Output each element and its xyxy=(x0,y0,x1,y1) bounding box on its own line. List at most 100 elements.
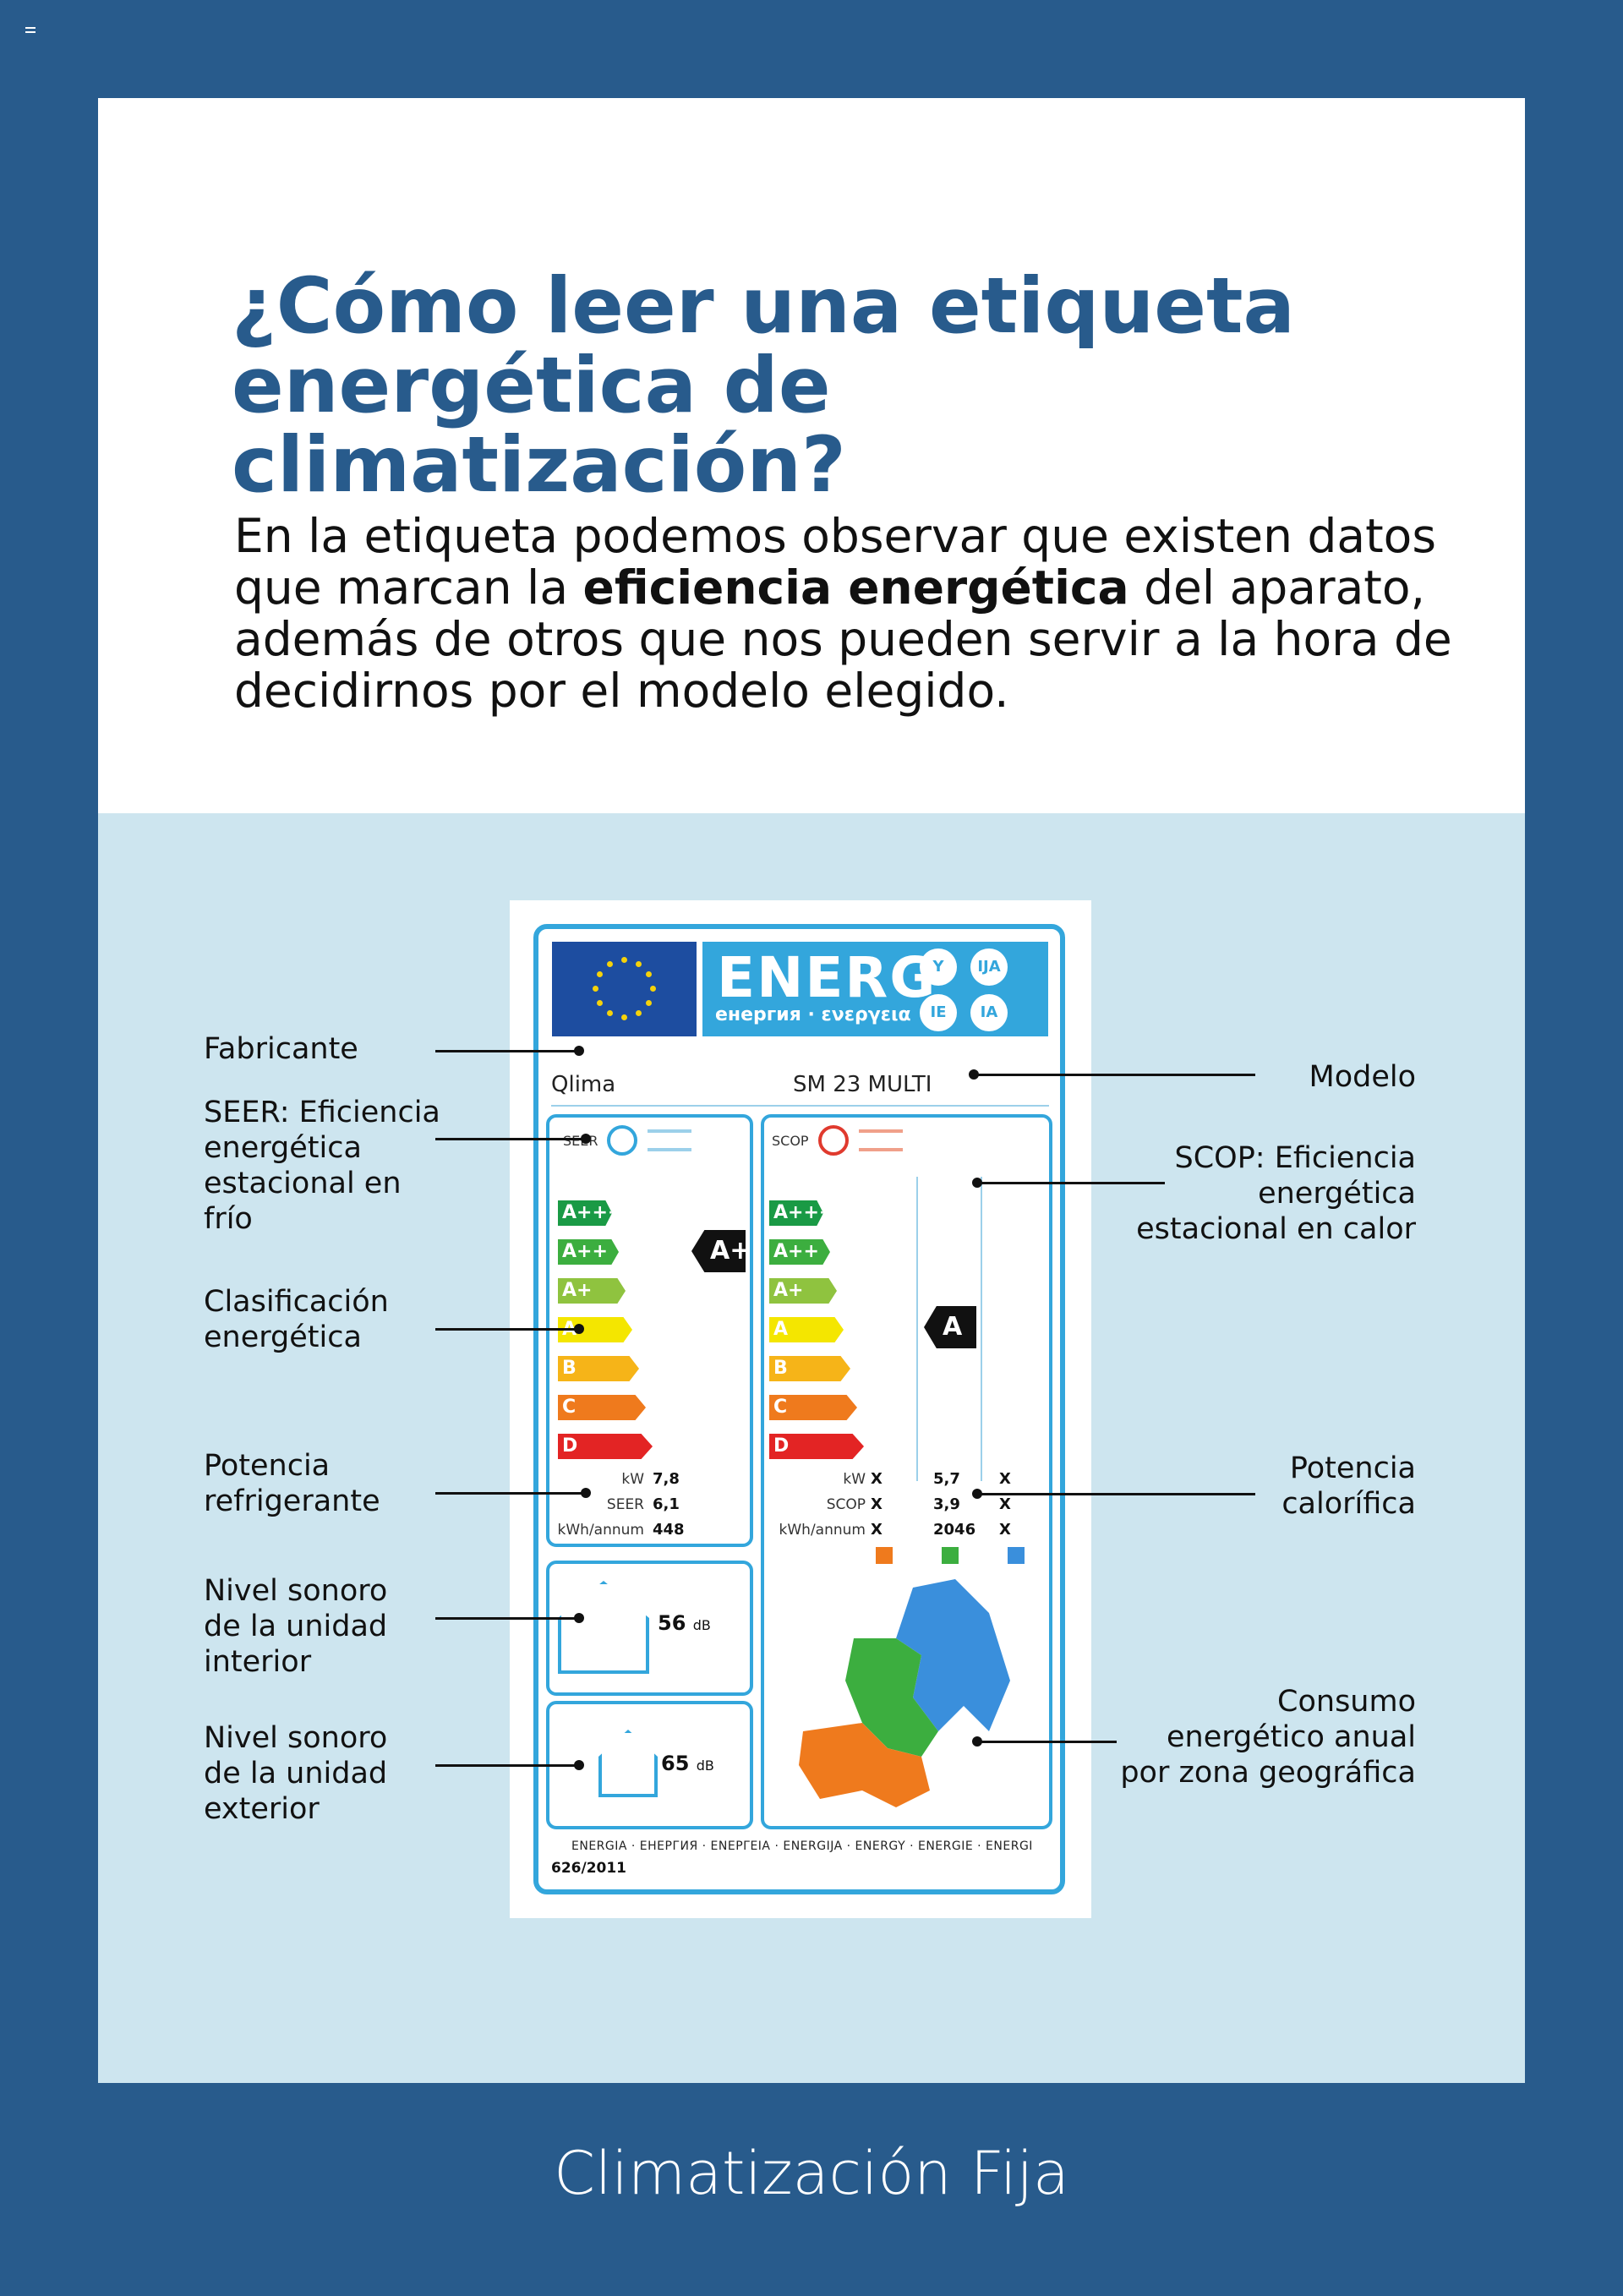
heating-kw-cold: X xyxy=(999,1470,1011,1488)
intro-text-end: del aparato, además de otros que nos pue… xyxy=(234,560,1452,718)
leader-line xyxy=(435,1764,581,1767)
heating-scop-label: SCOP xyxy=(826,1496,866,1513)
eu-star-icon xyxy=(621,1014,627,1020)
seer-class-bar: A++ xyxy=(558,1239,619,1265)
callout-consumo: Consumo energético anual por zona geográ… xyxy=(1120,1685,1416,1790)
lang-code: IJA xyxy=(970,948,1008,986)
eu-star-icon xyxy=(636,960,642,967)
zone-warm-swatch xyxy=(876,1547,893,1564)
regulation-number: 626/2011 xyxy=(551,1860,627,1877)
heating-kwh-warm: X xyxy=(871,1521,883,1539)
energy-label-border xyxy=(533,924,1065,1894)
indoor-noise-value: 56 dB xyxy=(658,1611,711,1635)
eu-flag-icon xyxy=(552,942,697,1036)
intro-text-bold: eficiencia energética xyxy=(582,560,1129,615)
leader-line xyxy=(435,1138,587,1140)
zone-cold-swatch xyxy=(1008,1547,1025,1564)
intro-text-start: En la etiqueta podemos observar que exis… xyxy=(234,509,1436,615)
scop-rating-arrow: A xyxy=(924,1306,976,1348)
manufacturer-name: Qlima xyxy=(551,1072,616,1097)
page-title: ¿Cómo leer una etiqueta energética de cl… xyxy=(232,262,1295,510)
eu-star-icon xyxy=(607,1010,613,1017)
indoor-noise-box xyxy=(546,1561,753,1696)
noise-unit: dB xyxy=(692,1617,711,1633)
scop-class-bar: D xyxy=(769,1434,864,1459)
heating-scop-cold: X xyxy=(999,1495,1011,1513)
heating-kwh-label: kWh/annum xyxy=(779,1522,866,1539)
menu-icon[interactable] xyxy=(25,27,36,33)
leader-line xyxy=(977,1741,1117,1743)
scop-class-bar: B xyxy=(769,1356,850,1381)
leader-dot xyxy=(581,1134,591,1144)
zone-divider xyxy=(916,1177,918,1481)
leader-line xyxy=(435,1617,581,1620)
header-card xyxy=(98,98,1525,813)
leader-line xyxy=(435,1328,581,1331)
leader-dot xyxy=(972,1178,982,1188)
cooling-kw-value: 7,8 xyxy=(653,1470,680,1488)
leader-dot xyxy=(574,1046,584,1056)
noise-unit: dB xyxy=(696,1758,714,1774)
leader-dot xyxy=(969,1069,979,1080)
scop-class-bar: A++ xyxy=(769,1239,830,1265)
eu-star-icon xyxy=(646,971,653,977)
leader-dot xyxy=(574,1324,584,1334)
energy-multilingual-footer: ENERGIA · ЕНЕРГИЯ · ΕΝΕΡΓΕΙΑ · ENERGIJA … xyxy=(571,1840,1033,1853)
leader-line xyxy=(435,1050,581,1052)
cooling-kwh-value: 448 xyxy=(653,1521,685,1539)
heating-scop-average: 3,9 xyxy=(933,1495,960,1513)
lang-code: Y xyxy=(920,948,957,986)
leader-dot xyxy=(574,1613,584,1623)
scop-class-bar: A+ xyxy=(769,1278,837,1304)
leader-line xyxy=(977,1493,1255,1495)
leader-dot xyxy=(581,1488,591,1498)
heating-kw-warm: X xyxy=(871,1470,883,1488)
lang-code: IE xyxy=(920,994,957,1031)
scop-class-bar: C xyxy=(769,1395,857,1420)
warm-air-icon xyxy=(859,1129,903,1151)
footer-title: Climatización Fija xyxy=(554,2139,1069,2208)
zone-divider xyxy=(981,1177,982,1481)
callout-potencia-refrigerante: Potencia refrigerante xyxy=(204,1449,380,1518)
zone-average-swatch xyxy=(942,1547,959,1564)
cooling-kwh-label: kWh/annum xyxy=(557,1522,644,1539)
cooling-seer-label: SEER xyxy=(606,1496,644,1513)
callout-seer: SEER: Eficiencia energética estacional e… xyxy=(204,1096,440,1236)
divider xyxy=(551,1105,1049,1107)
heating-kwh-average: 2046 xyxy=(933,1521,976,1539)
eu-star-icon xyxy=(607,960,613,967)
leader-line xyxy=(974,1074,1255,1076)
seer-class-bar: C xyxy=(558,1395,646,1420)
eu-star-icon xyxy=(596,1000,603,1006)
eu-star-icon xyxy=(646,1000,653,1006)
heating-fan-icon xyxy=(818,1125,849,1156)
outdoor-house-icon xyxy=(598,1730,658,1797)
callout-fabricante: Fabricante xyxy=(204,1032,358,1066)
cold-air-icon xyxy=(648,1129,691,1151)
seer-class-bar: B xyxy=(558,1356,639,1381)
model-name: SM 23 MULTI xyxy=(793,1072,932,1097)
intro-paragraph: En la etiqueta podemos observar que exis… xyxy=(234,511,1460,717)
energ-logo-text: ENERG xyxy=(717,945,937,1010)
indoor-house-icon xyxy=(558,1581,649,1674)
seer-class-bar: A+ xyxy=(558,1278,626,1304)
callout-scop: SCOP: Eficiencia energética estacional e… xyxy=(1136,1141,1416,1246)
indoor-noise-number: 56 xyxy=(658,1611,686,1635)
leader-dot xyxy=(574,1760,584,1770)
eu-star-icon xyxy=(650,986,656,992)
heating-kwh-cold: X xyxy=(999,1521,1011,1539)
lang-code: IA xyxy=(970,994,1008,1031)
heating-scop-warm: X xyxy=(871,1495,883,1513)
scop-tag: SCOP xyxy=(772,1133,809,1149)
seer-rating-arrow: A++ xyxy=(691,1230,746,1272)
callout-nivel-interior: Nivel sonoro de la unidad interior xyxy=(204,1574,388,1679)
outdoor-noise-number: 65 xyxy=(661,1752,690,1775)
callout-modelo: Modelo xyxy=(1309,1060,1417,1094)
cooling-seer-value: 6,1 xyxy=(653,1495,680,1513)
cooling-kw-label: kW xyxy=(621,1471,644,1488)
seer-class-bar: D xyxy=(558,1434,653,1459)
eu-star-icon xyxy=(593,986,598,992)
callout-nivel-exterior: Nivel sonoro de la unidad exterior xyxy=(204,1721,388,1826)
callout-clasificacion: Clasificación energética xyxy=(204,1285,389,1354)
scop-class-bar: A+++ xyxy=(769,1200,823,1226)
